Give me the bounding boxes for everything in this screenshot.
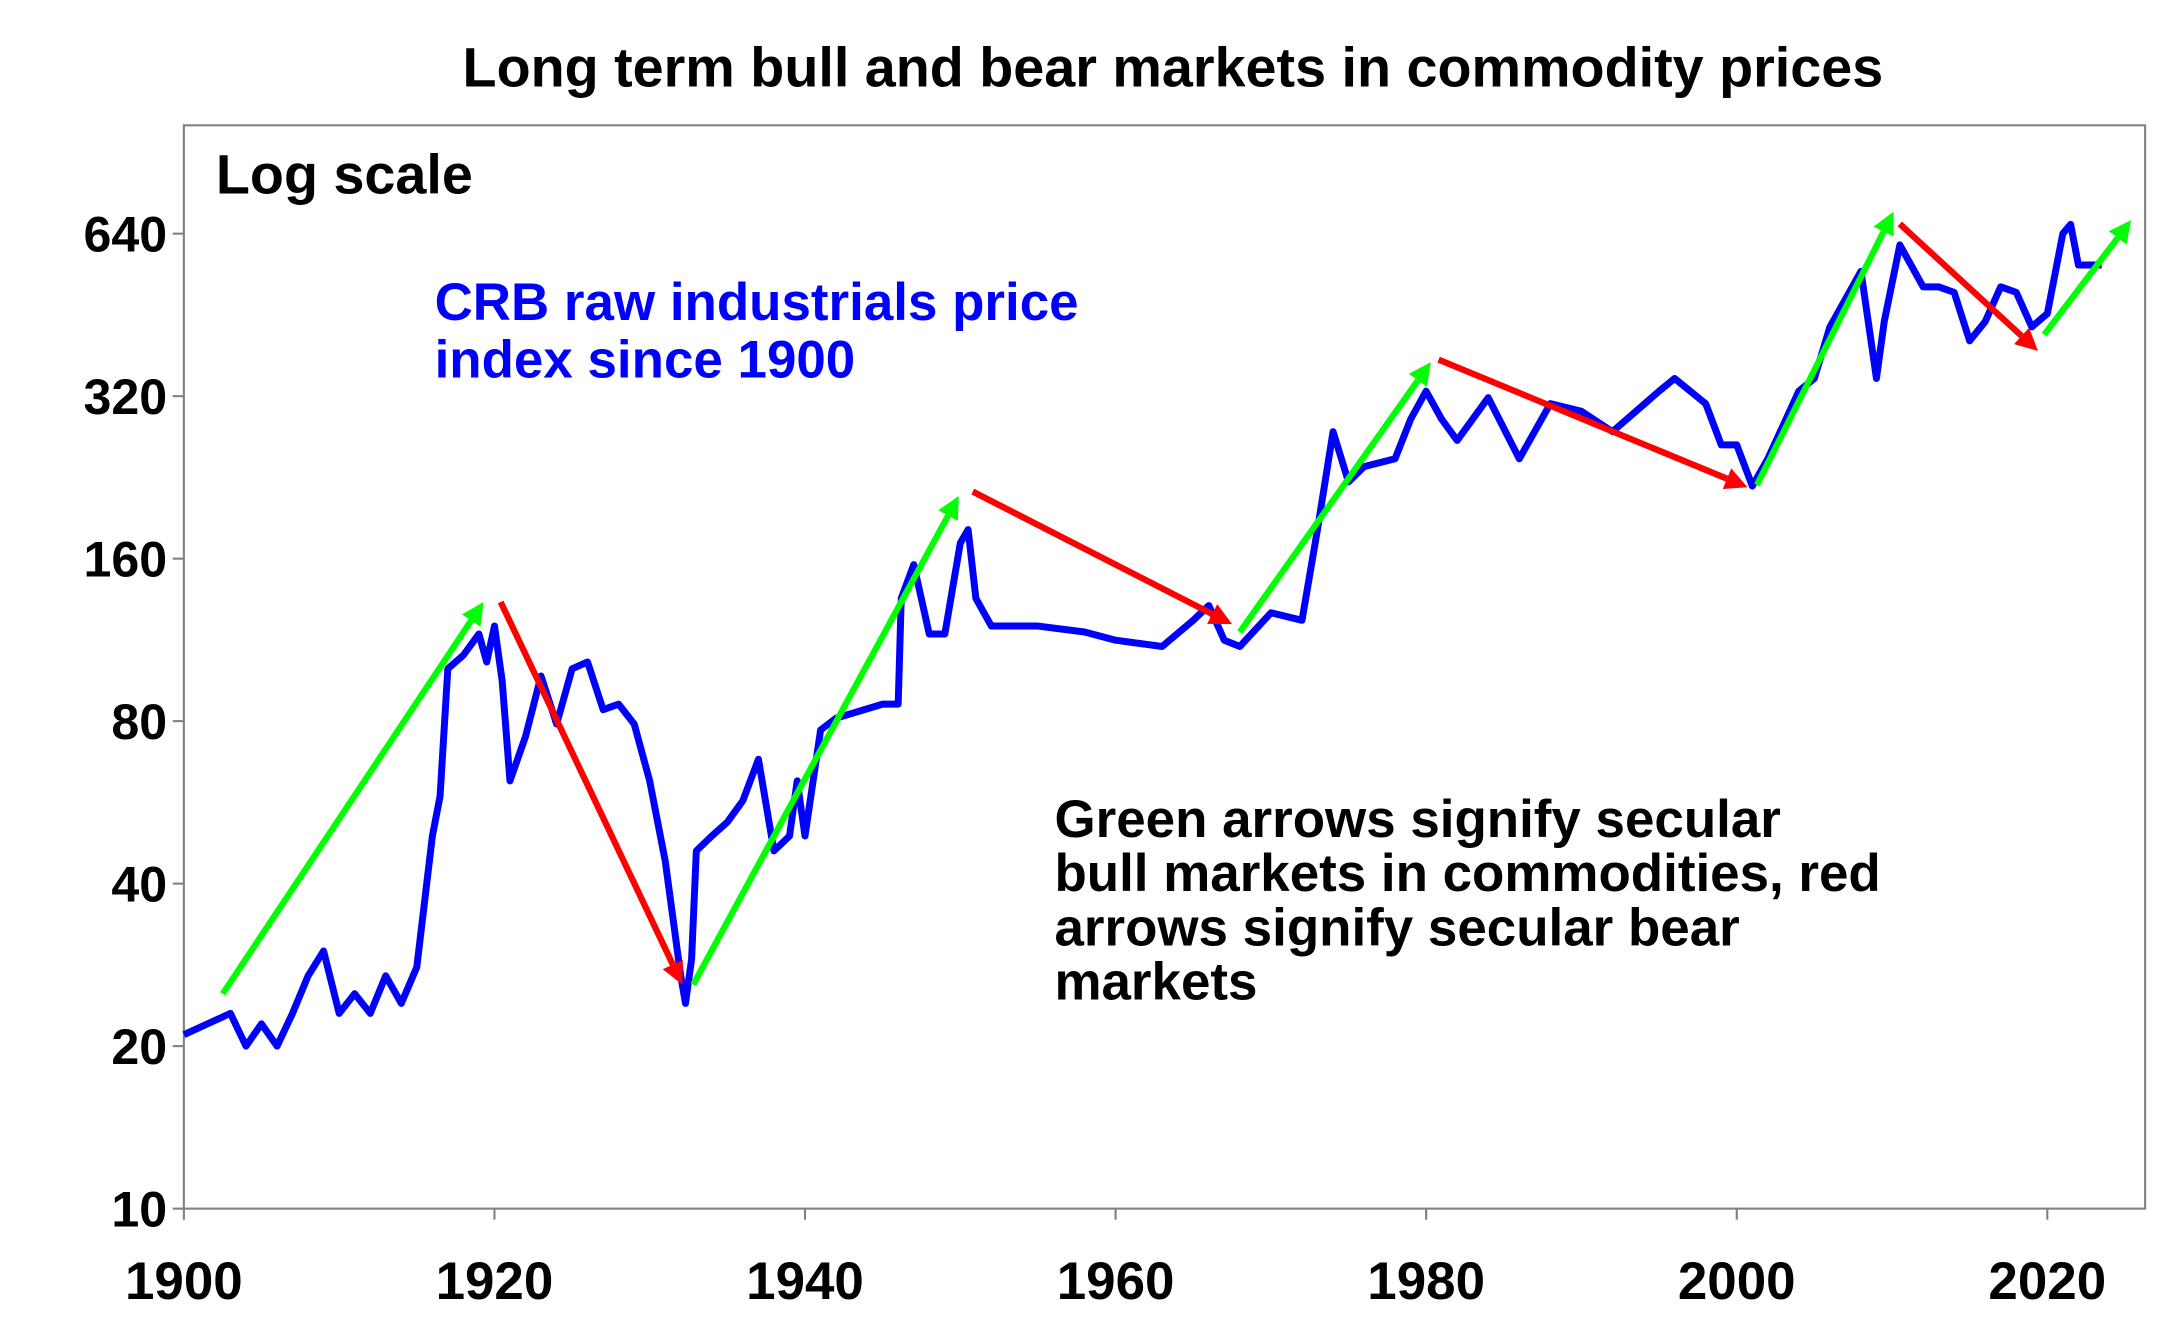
bear-market-arrow <box>497 600 683 985</box>
annotation-line-1: Green arrows signify secular <box>1054 790 1780 849</box>
bull-market-arrow <box>220 601 484 996</box>
x-tick-label: 2000 <box>1678 1252 1796 1311</box>
arrow-shaft <box>497 600 676 966</box>
plot-frame <box>182 124 2147 1210</box>
y-tick-label: 160 <box>83 532 167 588</box>
bull-market-arrow <box>690 496 959 987</box>
bear-market-arrow <box>1897 221 2038 351</box>
log-scale-label: Log scale <box>216 144 473 206</box>
y-tick-label: 640 <box>83 207 167 263</box>
x-tick-label: 1980 <box>1367 1252 1485 1311</box>
series-label-line-1: CRB raw industrials price <box>435 273 1079 332</box>
arrow-head <box>2108 220 2132 245</box>
arrow-shaft <box>1437 356 1729 482</box>
arrow-head <box>1408 362 1431 387</box>
y-tick-label: 20 <box>111 1019 167 1075</box>
annotation-line-4: markets <box>1054 953 1257 1012</box>
arrow-head <box>2014 327 2038 351</box>
arrow-shaft <box>220 618 474 996</box>
arrow-shaft <box>971 488 1214 617</box>
series-label-line-2: index since 1900 <box>435 330 856 389</box>
x-tick-label: 1920 <box>436 1252 554 1311</box>
annotation-line-3: arrows signify secular bear <box>1054 898 1739 957</box>
arrow-head <box>1722 468 1748 489</box>
arrow-shaft <box>1897 221 2024 339</box>
bear-market-arrow <box>1437 356 1748 489</box>
chart-title: Long term bull and bear markets in commo… <box>463 36 1884 98</box>
bull-market-arrow <box>2041 220 2132 337</box>
bull-market-arrow <box>1237 362 1431 634</box>
arrow-shaft <box>2041 235 2121 337</box>
arrow-shaft <box>1754 230 1887 487</box>
y-tick-label: 320 <box>83 369 167 425</box>
y-tick-label: 40 <box>111 857 167 913</box>
bear-market-arrow <box>971 488 1233 625</box>
x-tick-label: 1900 <box>125 1252 243 1311</box>
x-tick-label: 1960 <box>1057 1252 1175 1311</box>
y-tick-label: 10 <box>111 1182 167 1238</box>
y-tick-label: 80 <box>111 694 167 750</box>
arrow-head <box>1873 211 1894 237</box>
arrow-shaft <box>1237 378 1421 634</box>
annotation-line-2: bull markets in commodities, red <box>1054 844 1880 903</box>
crb-index-line <box>182 220 2102 1050</box>
arrow-shaft <box>690 514 951 987</box>
bull-market-arrow <box>1754 211 1894 487</box>
x-tick-label: 2020 <box>1988 1252 2106 1311</box>
x-tick-label: 1940 <box>746 1252 864 1311</box>
arrow-head <box>938 496 959 521</box>
arrow-head <box>1207 604 1233 625</box>
arrow-head <box>461 601 484 627</box>
arrow-head <box>662 959 683 985</box>
